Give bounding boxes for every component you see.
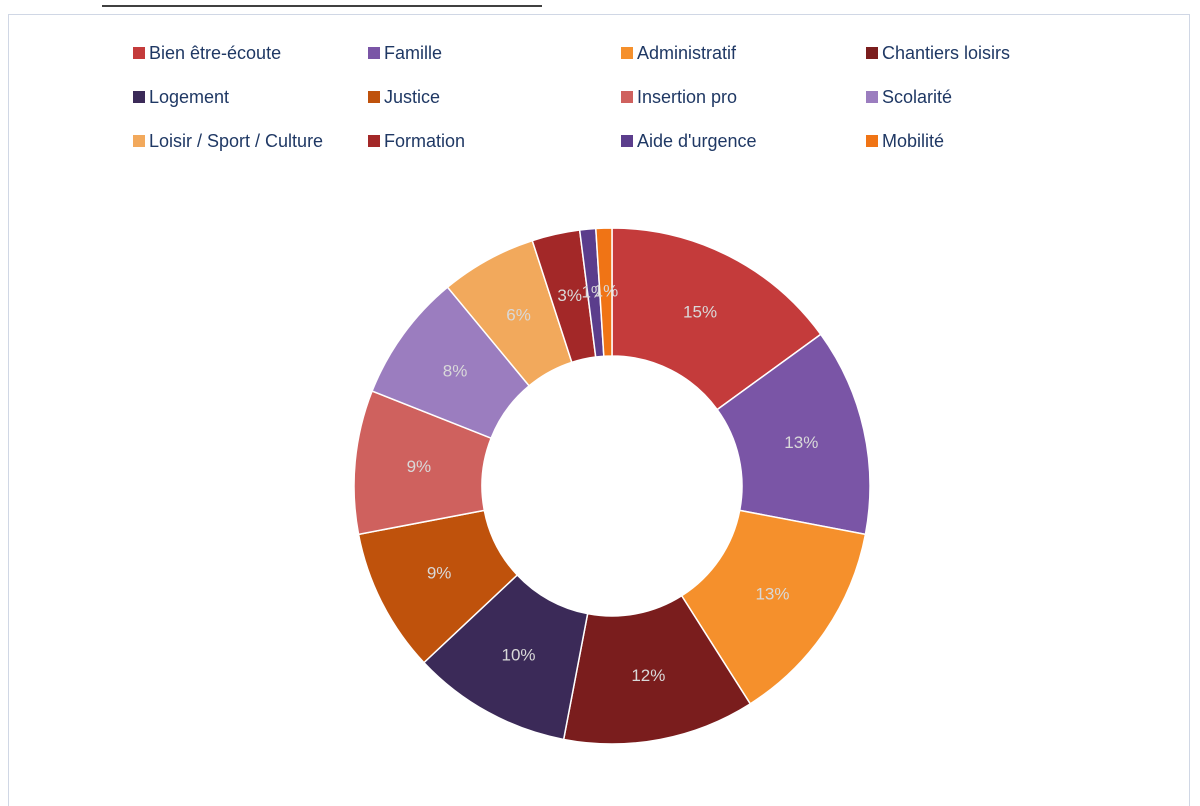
data-label: 13%: [755, 585, 789, 604]
data-label: 12%: [631, 666, 665, 685]
donut-slice: [611, 227, 822, 411]
legend-swatch: [621, 91, 633, 103]
legend-swatch: [133, 135, 145, 147]
data-label: 10%: [502, 645, 536, 664]
legend-label: Loisir / Sport / Culture: [149, 131, 323, 151]
legend-swatch: [866, 47, 878, 59]
data-label: 1%: [594, 282, 619, 301]
data-label: 13%: [784, 433, 818, 452]
legend-swatch: [368, 47, 380, 59]
legend-label: Formation: [384, 131, 465, 151]
legend-swatch: [866, 91, 878, 103]
legend-label: Logement: [149, 87, 229, 107]
legend-label: Famille: [384, 43, 442, 63]
data-label: 3%: [557, 286, 582, 305]
data-label: 9%: [427, 564, 452, 583]
legend-label: Aide d'urgence: [637, 131, 757, 151]
legend-swatch: [133, 91, 145, 103]
data-label: 9%: [407, 457, 432, 476]
data-label: 8%: [443, 361, 468, 380]
data-label: 15%: [683, 303, 717, 322]
legend-swatch: [368, 91, 380, 103]
legend-label: Administratif: [637, 43, 737, 63]
legend-label: Justice: [384, 87, 440, 107]
legend-swatch: [866, 135, 878, 147]
legend-label: Insertion pro: [637, 87, 737, 107]
legend-swatch: [621, 135, 633, 147]
legend-swatch: [368, 135, 380, 147]
legend-swatch: [133, 47, 145, 59]
legend-label: Chantiers loisirs: [882, 43, 1010, 63]
chart-frame: [8, 14, 1190, 806]
legend-label: Mobilité: [882, 131, 944, 151]
data-label: 6%: [506, 305, 531, 324]
donut-slice: [595, 227, 613, 358]
legend-swatch: [621, 47, 633, 59]
legend-label: Scolarité: [882, 87, 952, 107]
legend-label: Bien être-écoute: [149, 43, 281, 63]
